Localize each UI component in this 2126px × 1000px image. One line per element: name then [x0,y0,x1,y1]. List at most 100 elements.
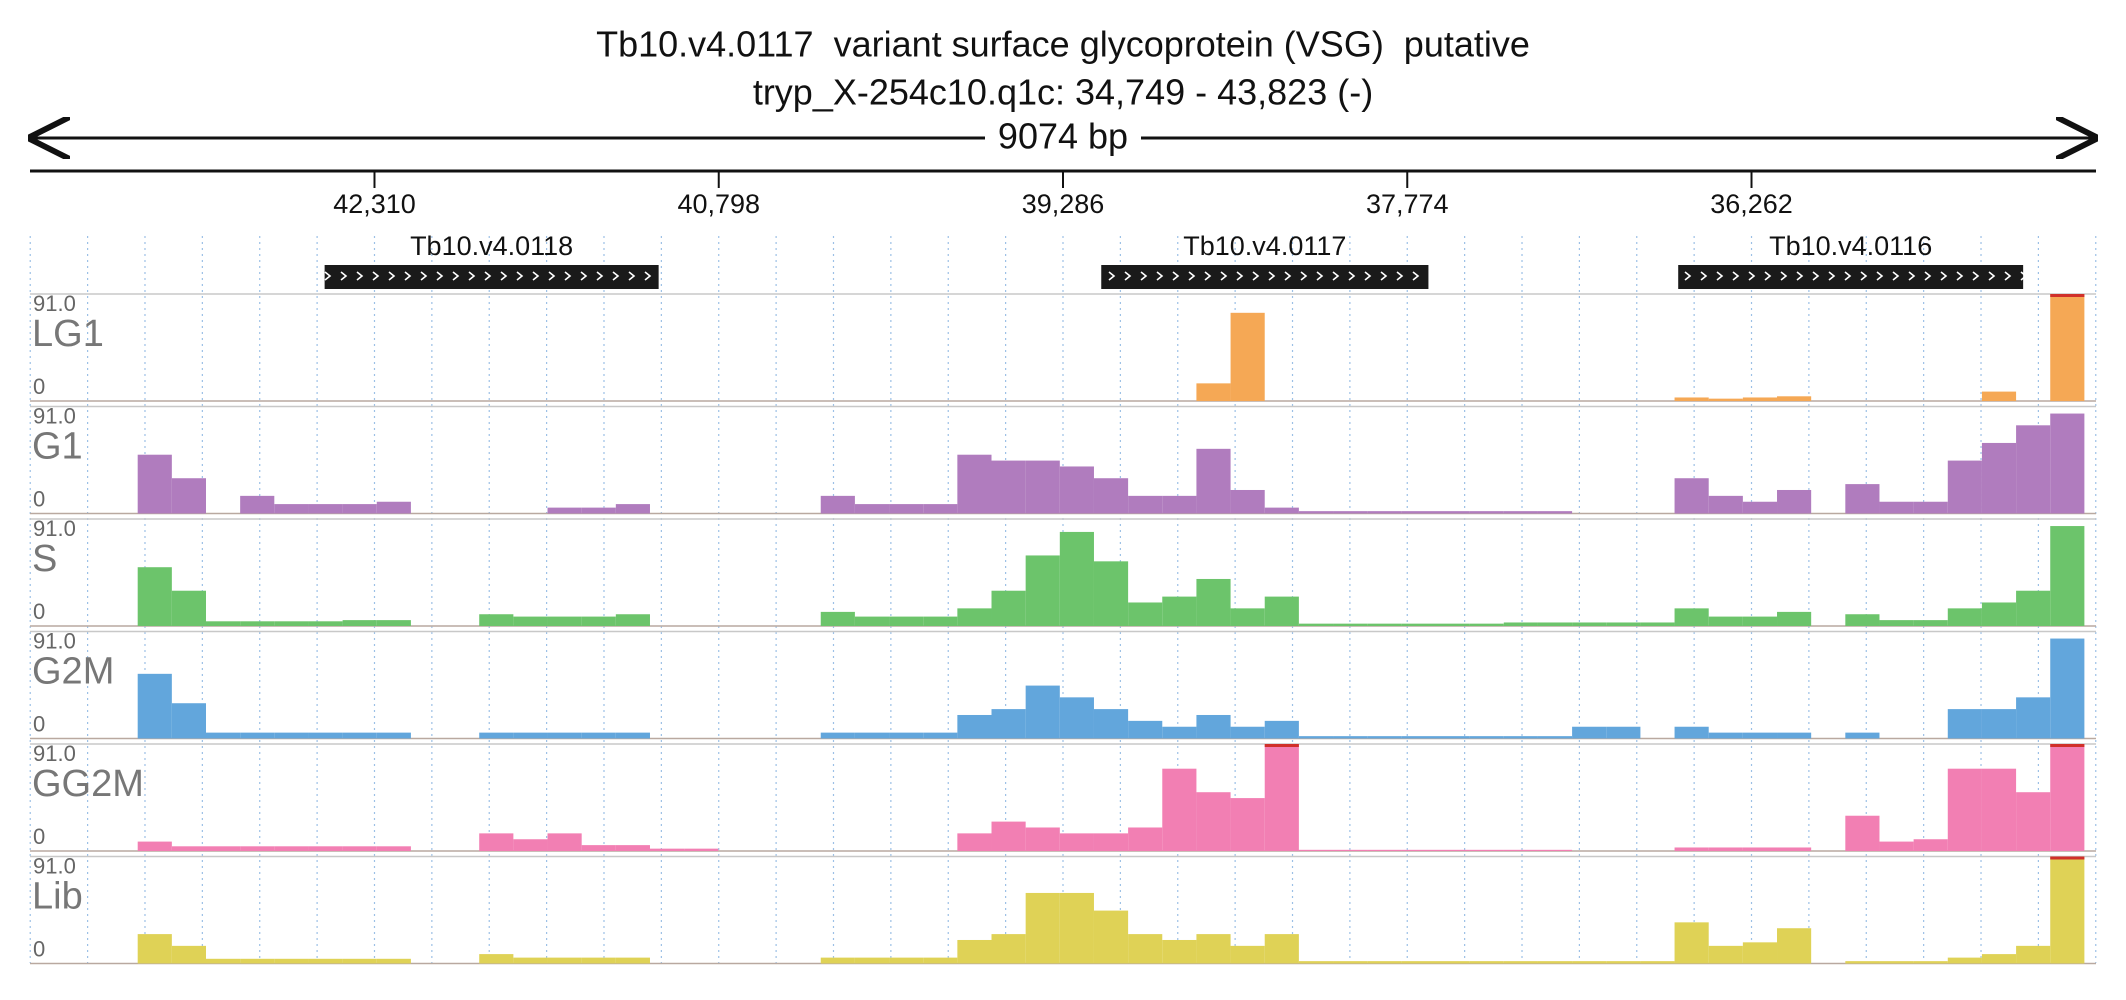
coverage-bar [1708,732,1743,739]
coverage-bar [1708,495,1743,514]
coverage-bar [1981,954,2017,964]
coverage-bar [1333,623,1368,626]
coverage-bar [1777,489,1812,514]
coverage-bar [1230,726,1265,739]
coverage-bar [1947,608,1982,626]
coverage-bar [240,846,275,851]
coverage-bar [137,934,172,964]
coverage-bar [1606,961,1641,964]
coverage-bar [2050,294,2085,401]
coverage-bar [957,833,992,851]
coverage-bar [171,945,206,964]
coverage-bar [1298,623,1334,626]
coverage-bar [205,732,241,739]
coverage-bar [1913,620,1948,626]
coverage-bar [1913,839,1948,851]
coverage-bar [1674,847,1709,851]
coverage-bar [1708,398,1743,401]
coverage-bar [1503,622,1538,626]
coverage-bar [1708,945,1743,964]
coverage-bar [547,833,582,851]
coverage-bar [889,616,924,626]
span-label-bg [985,120,1141,156]
coverage-bar [1128,495,1163,514]
coverage-bar [1572,622,1607,626]
coverage-bar [1640,622,1675,626]
coverage-bar [1879,501,1914,514]
gene-label: Tb10.v4.0118 [410,231,573,261]
coverage-bar [479,954,514,964]
coverage-bar [581,957,616,964]
clip-marker [2050,856,2085,860]
coverage-bar [2016,792,2051,851]
chart-title: Tb10.v4.0117 variant surface glycoprotei… [596,24,1530,65]
coverage-bar [991,821,1026,851]
coverage-bar [1981,442,2017,514]
coverage-bar [1879,961,1914,964]
y-min-label: 0 [33,374,45,399]
coverage-bar [581,616,616,626]
y-max-label: 91.0 [33,741,76,766]
coverage-bar [1401,623,1436,626]
y-max-label: 91.0 [33,853,76,878]
coverage-bar [820,495,855,514]
coverage-bar [1947,709,1982,739]
coverage-bar [1162,939,1197,964]
coverage-bar [1742,616,1778,626]
y-min-label: 0 [33,824,45,849]
coverage-bar [1093,910,1129,964]
coverage-bar [171,846,206,851]
coverage-bar [1537,961,1573,964]
coverage-bar [1777,847,1812,851]
coverage-bar [1777,928,1812,964]
coverage-bar [1230,489,1265,514]
y-min-label: 0 [33,486,45,511]
coverage-bar [1025,892,1060,964]
coverage-bar [1025,827,1060,851]
coverage-bar [1333,849,1368,851]
coverage-bar [1742,942,1778,964]
coverage-bar [205,846,241,851]
coverage-bar [1128,720,1163,739]
coverage-bar [854,957,890,964]
coverage-bar [171,703,206,739]
coverage-bar [1947,460,1982,514]
coverage-bar [820,732,855,739]
track-name: G1 [32,426,83,468]
coverage-bar [240,621,275,626]
coverage-bar [1264,596,1299,626]
coverage-bar [342,958,377,964]
x-tick-label: 40,798 [677,189,760,219]
coverage-bar [1913,961,1948,964]
track-name: Lib [32,876,83,918]
coverage-bar [923,732,958,739]
coverage-bar [1298,849,1334,851]
coverage-bar [513,957,548,964]
coverage-bar [1606,622,1641,626]
coverage-bar [1333,736,1368,739]
coverage-bar [1025,460,1060,514]
x-tick-label: 37,774 [1366,189,1449,219]
coverage-bar [923,616,958,626]
coverage-bar [547,957,582,964]
coverage-bar [991,709,1026,739]
coverage-bar [854,616,890,626]
coverage-bar [308,958,343,964]
coverage-bar [1435,511,1470,514]
coverage-bar [991,934,1026,964]
coverage-bar [1128,827,1163,851]
coverage-bar [171,478,206,514]
coverage-bar [991,590,1026,626]
coverage-bar [1435,736,1470,739]
coverage-bar [889,732,924,739]
coverage-bar [1708,616,1743,626]
coverage-bar [1230,312,1265,401]
coverage-bar [1947,768,1982,851]
coverage-bar [1367,511,1402,514]
coverage-bar [1674,478,1709,514]
coverage-bar [479,614,514,626]
coverage-bar [479,732,514,739]
coverage-bar [513,732,548,739]
coverage-bar [1059,892,1094,964]
coverage-bar [2016,425,2051,514]
